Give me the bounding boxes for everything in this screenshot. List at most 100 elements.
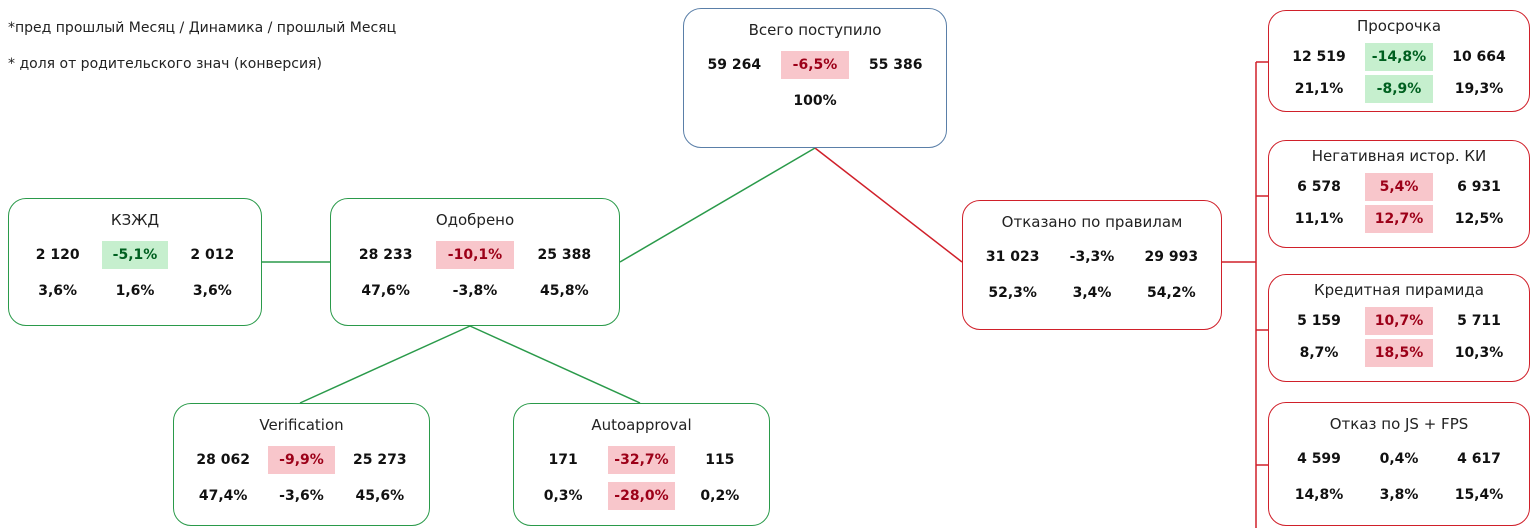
value: 59 264 [707,57,762,73]
value: 47,6% [361,283,410,299]
node-row: 8,7% 18,5% 10,3% [1279,339,1519,367]
value: 12,7% [1365,205,1433,233]
value: 45,6% [355,488,405,504]
value: 6 931 [1457,179,1501,195]
node-row: 11,1% 12,7% 12,5% [1279,205,1519,233]
value: -6,5% [780,51,850,79]
node-title: Кредитная пирамида [1314,281,1484,299]
node-row: 47,4% -3,6% 45,6% [184,482,419,510]
note: *пред прошлый Месяц / Динамика / прошлый… [8,20,397,36]
value: 15,4% [1454,487,1504,503]
value: 25 273 [353,452,407,468]
value: 45,8% [540,283,589,299]
value: 5,4% [1365,173,1433,201]
edge [814,147,963,263]
node-row: 5 159 10,7% 5 711 [1279,307,1519,335]
value: 6 578 [1297,179,1341,195]
value: 10 664 [1452,49,1506,65]
node: Негативная истор. КИ 6 578 5,4% 6 931 11,1% 1… [1268,140,1530,248]
value: 47,4% [198,488,248,504]
value: 10,3% [1454,345,1504,361]
node-row: 2 120 -5,1% 2 012 [19,241,251,269]
value: 0,4% [1379,451,1419,467]
node-row: 6 578 5,4% 6 931 [1279,173,1519,201]
value: 2 012 [190,247,235,263]
edge [469,325,641,404]
node: Отказано по правилам 31 023 -3,3% 29 993 52,… [962,200,1222,330]
node: Autoapproval 171 -32,7% 115 0,3% -28,0% 0,2% [513,403,770,526]
node-title: Негативная истор. КИ [1311,147,1487,165]
node: Отказ по JS + FPS 4 599 0,4% 4 617 14,8% 3,8%… [1268,402,1530,526]
value: 2 120 [35,247,80,263]
value: -5,1% [102,241,168,269]
value: -10,1% [436,241,514,269]
value: 5 711 [1457,313,1501,329]
node-row: 100% [694,87,936,115]
edge [619,147,816,263]
edge [299,325,471,404]
value: 12 519 [1292,49,1346,65]
value: 19,3% [1454,81,1504,97]
value: 100% [793,93,837,109]
node: Кредитная пирамида 5 159 10,7% 5 711 8,7% 18,… [1268,274,1530,382]
value: -14,8% [1365,43,1433,71]
node-row: 59 264 -6,5% 55 386 [694,51,936,79]
node-title: Одобрено [435,211,515,229]
value: 8,7% [1299,345,1339,361]
value: 28 233 [358,247,413,263]
value: 1,6% [115,283,155,299]
node-title: Verification [259,416,344,434]
value: 3,4% [1072,285,1112,301]
value: -3,6% [279,488,324,504]
value: -28,0% [608,482,675,510]
value: -8,9% [1365,75,1433,103]
value: -3,3% [1069,249,1115,265]
node-row: 28 233 -10,1% 25 388 [341,241,609,269]
node-row: 0,3% -28,0% 0,2% [524,482,759,510]
node-row: 28 062 -9,9% 25 273 [184,446,419,474]
value: 171 [548,452,578,468]
value: 3,6% [192,283,232,299]
value: 0,3% [543,488,583,504]
node: Одобрено 28 233 -10,1% 25 388 47,6% -3,8% 45,8… [330,198,620,326]
node: Verification 28 062 -9,9% 25 273 47,4% -3,6% 4… [173,403,430,526]
node: Просрочка 12 519 -14,8% 10 664 21,1% -8,9% 19,… [1268,10,1530,112]
value: 115 [705,452,735,468]
node-row: 171 -32,7% 115 [524,446,759,474]
value: 52,3% [988,285,1037,301]
value: 54,2% [1147,285,1196,301]
value: 3,8% [1379,487,1419,503]
node: Всего поступило 59 264 -6,5% 55 386 100% [683,8,947,148]
node-title: Всего поступило [748,21,882,39]
value: 28 062 [196,452,250,468]
value: 10,7% [1365,307,1433,335]
node-title: Autoapproval [591,416,692,434]
value: 29 993 [1144,249,1199,265]
value: 4 617 [1457,451,1501,467]
node-row: 31 023 -3,3% 29 993 [973,243,1211,271]
value: 21,1% [1294,81,1344,97]
node-row: 14,8% 3,8% 15,4% [1279,481,1519,509]
node-title: КЗЖД [110,211,160,229]
node-row: 4 599 0,4% 4 617 [1279,445,1519,473]
value: 25 388 [537,247,592,263]
node-title: Отказано по правилам [1001,213,1183,231]
value: 5 159 [1297,313,1341,329]
value: 14,8% [1294,487,1344,503]
node-title: Отказ по JS + FPS [1329,415,1469,433]
value: 55 386 [868,57,923,73]
node: КЗЖД 2 120 -5,1% 2 012 3,6% 1,6% 3,6% [8,198,262,326]
value: 31 023 [985,249,1040,265]
value: -32,7% [608,446,675,474]
value: 11,1% [1294,211,1344,227]
value: -3,8% [452,283,498,299]
node-row: 47,6% -3,8% 45,8% [341,277,609,305]
value: -9,9% [268,446,335,474]
value: 0,2% [700,488,740,504]
node-title: Просрочка [1356,17,1442,35]
value: 18,5% [1365,339,1433,367]
value: 12,5% [1454,211,1504,227]
note: * доля от родительского знач (конверсия) [8,56,322,72]
